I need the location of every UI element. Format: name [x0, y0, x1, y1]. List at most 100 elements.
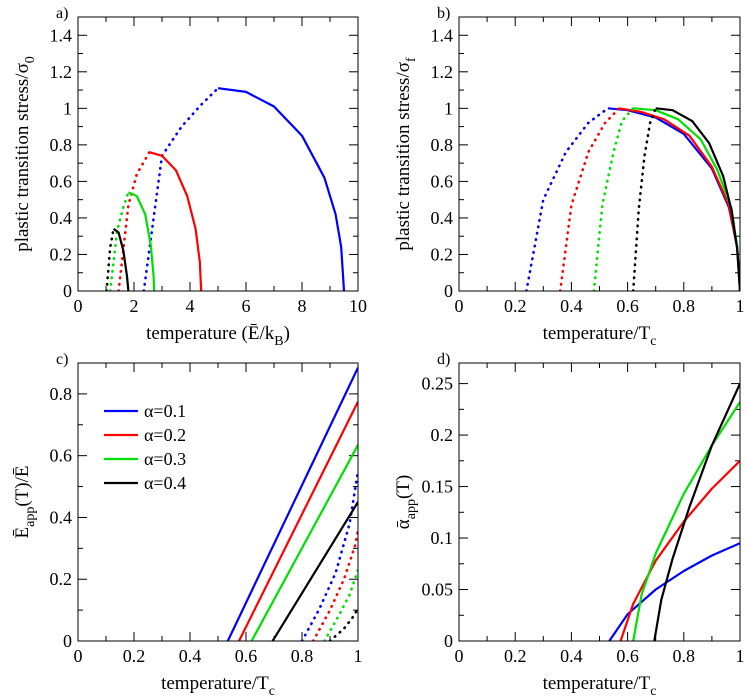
plot-frame — [77, 16, 359, 292]
y-tick-label: 0.25 — [422, 374, 454, 394]
x-tick-label: 0.4 — [560, 296, 583, 316]
series-dotted-a02 — [558, 107, 621, 291]
series-solid-a04 — [653, 383, 740, 641]
series-solid-a02 — [149, 151, 203, 291]
y-axis-label: Ēapp(T)/Ē — [12, 466, 38, 539]
x-axis-label: temperature (Ē/kB) — [146, 323, 290, 349]
series-dotted-a03 — [108, 191, 130, 291]
series-solid-a03 — [127, 191, 156, 291]
x-tick-label: 0.8 — [673, 296, 696, 316]
y-tick-label: 1.4 — [431, 25, 454, 45]
panel-c: 0 0.2 0.4 0.6 0.8 1 0 0.2 0.4 0.6 0.8 temperature/T… — [12, 351, 363, 697]
x-tick-label: 0 — [455, 296, 464, 316]
x-tick-label: 1 — [736, 296, 745, 316]
y-tick-label: 0.6 — [50, 446, 73, 466]
panel-a: 0 2 4 6 8 10 0 0.2 0.4 0.6 0.8 1 1.2 1.4 temperature (… — [12, 5, 367, 349]
y-tick-label: 0.1 — [431, 528, 454, 548]
series-group — [105, 86, 346, 291]
x-tick-label: 0.2 — [123, 646, 146, 666]
x-tick-label: 0.8 — [291, 646, 314, 666]
y-tick-label: 0.2 — [50, 244, 73, 264]
y-axis-label-sub: app — [404, 499, 419, 519]
y-tick-label: 0 — [63, 631, 72, 651]
y-tick-label: 1.4 — [50, 25, 73, 45]
legend: α=0.1 α=0.2 α=0.3 α=0.4 — [104, 401, 186, 493]
series-dotted-a03 — [592, 107, 635, 291]
panel-b: 0 0.2 0.4 0.6 0.8 1 0 0.2 0.4 0.6 0.8 1 1.2 1.4 temper… — [393, 5, 745, 349]
x-axis-label: temperature/Tc — [161, 673, 275, 697]
series-dotted-a01 — [142, 86, 220, 291]
series-dotted-a04 — [105, 227, 115, 291]
x-tick-label: 10 — [349, 296, 367, 316]
y-tick-label: 1 — [444, 98, 453, 118]
y-axis-label-sub: app — [23, 507, 38, 527]
x-tick-label: 0.6 — [616, 646, 639, 666]
x-axis-label-main: temperature (Ē/k — [146, 323, 275, 344]
series-solid-a02 — [238, 401, 358, 641]
series-group — [226, 367, 358, 641]
y-tick-label: 1 — [63, 98, 72, 118]
y-axis-label-sub: f — [404, 57, 419, 62]
x-axis-label-sub: c — [650, 684, 656, 697]
series-group — [525, 107, 740, 291]
y-tick-label: 0.2 — [50, 569, 73, 589]
x-axis-label-sub: c — [650, 334, 656, 349]
x-tick-label: 1 — [354, 646, 363, 666]
x-tick-label: 1 — [736, 646, 745, 666]
series-solid-a03 — [250, 444, 358, 641]
y-tick-label: 0.05 — [422, 580, 454, 600]
y-tick-label: 0.6 — [431, 171, 454, 191]
x-tick-label: 0.8 — [673, 646, 696, 666]
series-dotted-a03 — [323, 568, 358, 641]
series-solid-a01 — [217, 87, 346, 291]
x-tick-label: 2 — [130, 296, 139, 316]
x-tick-label: 6 — [242, 296, 251, 316]
x-tick-label: 0.2 — [504, 646, 527, 666]
series-solid-a01 — [608, 542, 740, 641]
legend-label: α=0.1 — [144, 401, 186, 421]
x-tick-label: 0.4 — [560, 646, 583, 666]
x-tick-label: 4 — [186, 296, 195, 316]
panel-label: a) — [56, 5, 68, 22]
series-group — [608, 383, 740, 641]
y-tick-label: 0.8 — [431, 135, 454, 155]
y-tick-label: 0.6 — [50, 171, 73, 191]
x-axis-label-sub: c — [269, 684, 275, 697]
series-solid-a01 — [607, 107, 740, 291]
x-tick-label: 0.4 — [179, 646, 202, 666]
series-solid-a01 — [226, 367, 358, 641]
series-dotted-a04 — [328, 607, 358, 641]
y-axis-label-post: (T) — [393, 475, 414, 499]
y-axis-label-main: ᾱ — [393, 519, 414, 529]
y-tick-label: 1.2 — [431, 62, 454, 82]
y-axis-label-main: plastic transition stress/σ — [12, 63, 33, 252]
series-solid-a04 — [112, 228, 130, 291]
x-axis-label: temperature/Tc — [543, 323, 657, 349]
plot-frame — [458, 362, 741, 642]
panel-label: b) — [437, 5, 450, 22]
x-tick-label: 8 — [298, 296, 307, 316]
legend-label: α=0.4 — [144, 473, 186, 493]
y-tick-label: 0.15 — [422, 477, 454, 497]
y-tick-label: 0.4 — [431, 208, 454, 228]
series-solid-a04 — [655, 107, 740, 291]
y-tick-label: 0.4 — [50, 208, 73, 228]
x-axis-label-post: ) — [284, 323, 290, 344]
series-solid-a02 — [619, 107, 740, 291]
series-solid-a03 — [632, 401, 740, 641]
y-tick-label: 0.2 — [431, 425, 454, 445]
x-axis-label: temperature/Tc — [543, 673, 657, 697]
x-tick-label: 0.6 — [235, 646, 258, 666]
plot-frame — [458, 16, 741, 292]
x-tick-label: 0 — [74, 296, 83, 316]
y-axis-label: plastic transition stress/σ0 — [12, 56, 38, 252]
y-axis-label-main: plastic transition stress/σ — [393, 62, 414, 251]
panel-label: c) — [56, 351, 68, 368]
legend-label: α=0.3 — [144, 449, 186, 469]
x-tick-label: 0 — [74, 646, 83, 666]
y-axis-label: ᾱapp(T) — [393, 475, 419, 529]
x-axis-label-main: temperature/T — [543, 323, 651, 344]
y-tick-label: 0 — [444, 631, 453, 651]
y-tick-label: 0.4 — [50, 507, 73, 527]
y-axis-label-main: Ē — [12, 527, 33, 539]
